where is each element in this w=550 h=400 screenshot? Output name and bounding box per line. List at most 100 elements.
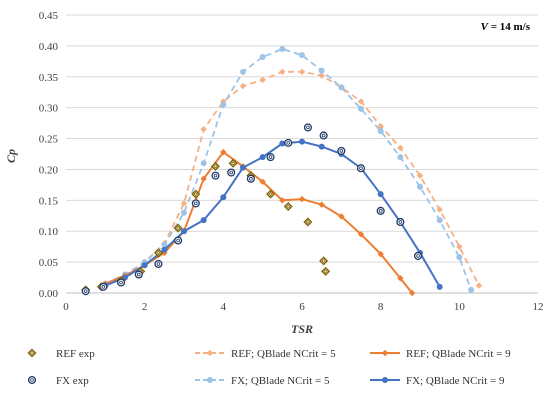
data-point: [299, 138, 305, 145]
data-point: [338, 84, 345, 91]
y-axis-title: Cp: [4, 149, 18, 163]
data-point: [259, 76, 266, 84]
data-point-inner: [398, 220, 403, 224]
data-point: [240, 68, 246, 75]
data-point: [397, 274, 404, 282]
data-point: [200, 175, 207, 182]
data-point-inner: [229, 170, 234, 175]
data-point: [468, 286, 475, 293]
data-point: [408, 289, 416, 297]
series-1: [81, 123, 423, 296]
data-point-inner: [321, 133, 326, 138]
data-point-inner: [359, 166, 363, 171]
data-point: [299, 52, 305, 59]
series-line: [104, 70, 480, 287]
data-point-inner: [136, 272, 141, 277]
y-tick-label: 0.45: [39, 10, 59, 22]
data-point: [200, 160, 207, 167]
y-tick-label: 0.15: [39, 195, 59, 207]
data-point-inner: [101, 285, 106, 289]
gridlines: [66, 14, 538, 263]
legend-marker: [382, 377, 388, 383]
x-tick-label: 12: [533, 301, 544, 313]
legend: REF exp REF; QBlade NCrit = 5 REF; QBlade …: [27, 348, 511, 387]
data-point: [436, 217, 443, 224]
x-tick-label: 8: [378, 301, 384, 313]
data-point: [358, 105, 364, 112]
x-tick-label: 10: [454, 301, 466, 313]
y-tick-label: 0.40: [39, 41, 59, 53]
data-point-inner: [286, 141, 291, 145]
data-point-inner: [339, 149, 344, 153]
data-point: [318, 67, 325, 74]
data-point: [436, 206, 443, 213]
legend-item: REF exp: [27, 348, 95, 360]
data-point-inner: [306, 125, 310, 130]
legend-item: FX; QBlade NCrit = 5: [195, 375, 330, 387]
data-point: [357, 231, 365, 238]
y-tick-label: 0.20: [39, 164, 59, 176]
data-point: [259, 178, 266, 185]
data-point-inner: [286, 204, 291, 209]
legend-label: FX; QBlade NCrit = 9: [406, 375, 505, 387]
y-tick-label: 0.30: [39, 103, 59, 115]
data-point-inner: [119, 280, 123, 285]
data-point: [298, 195, 306, 203]
data-point: [377, 128, 384, 135]
data-point-inner: [176, 238, 180, 243]
data-point: [240, 164, 246, 171]
data-point: [220, 194, 227, 201]
data-point: [200, 126, 207, 133]
data-point: [417, 183, 423, 190]
data-point: [220, 101, 227, 108]
data-point: [456, 243, 463, 250]
data-point-inner: [268, 155, 273, 159]
x-axis-title: TSR: [291, 322, 313, 336]
data-point: [377, 123, 384, 130]
x-tick-label: 2: [142, 301, 148, 313]
x-tick-label: 6: [299, 301, 305, 313]
axes: 0.00 0.05 0.10 0.15 0.20 0.25 0.30 0.35 0.40 0.45…: [39, 10, 544, 313]
legend-item: FX; QBlade NCrit = 9: [370, 375, 505, 387]
velocity-annotation-var: V: [481, 21, 490, 33]
data-point-inner: [305, 219, 311, 225]
data-point: [200, 217, 207, 224]
data-point: [318, 201, 325, 208]
data-point-inner: [193, 191, 198, 197]
x-tick-label: 4: [221, 301, 227, 313]
data-point: [161, 241, 168, 248]
legend-item: REF; QBlade NCrit = 9: [370, 348, 511, 360]
y-tick-label: 0.10: [39, 226, 59, 238]
legend-label: FX exp: [56, 375, 89, 387]
data-point-inner: [83, 289, 88, 293]
data-point: [180, 200, 188, 207]
data-point: [416, 172, 424, 179]
data-point: [161, 246, 168, 253]
legend-marker: [381, 349, 389, 357]
y-tick-label: 0.35: [39, 72, 59, 84]
data-point: [456, 254, 463, 261]
legend-marker: [206, 349, 214, 357]
data-point: [318, 72, 325, 79]
data-point: [475, 282, 483, 289]
velocity-annotation-value: = 14 m/s: [488, 21, 531, 33]
data-point-inner: [268, 191, 273, 197]
data-point-inner: [231, 161, 236, 166]
legend-marker: [207, 377, 213, 383]
data-point: [436, 283, 443, 290]
y-tick-label: 0.05: [39, 257, 59, 269]
data-point-inner: [416, 254, 420, 258]
data-point-inner: [156, 262, 161, 266]
legend-item: REF; QBlade NCrit = 5: [195, 348, 336, 360]
legend-marker-inner: [30, 378, 34, 382]
data-point-inner: [213, 164, 218, 169]
data-point: [279, 45, 286, 52]
data-point-inner: [321, 258, 326, 264]
data-point: [279, 197, 286, 204]
data-point: [279, 68, 286, 76]
series-line: [104, 150, 413, 294]
legend-label: REF; QBlade NCrit = 9: [406, 348, 511, 360]
data-point: [397, 154, 404, 161]
x-tick-label: 0: [63, 301, 69, 313]
